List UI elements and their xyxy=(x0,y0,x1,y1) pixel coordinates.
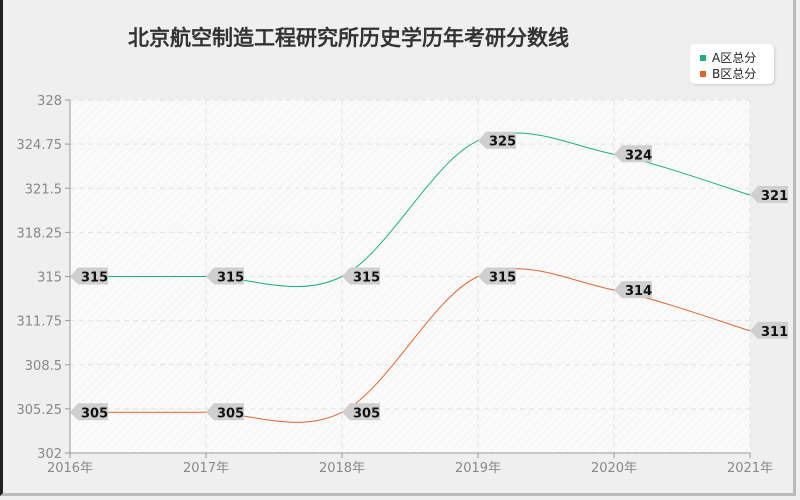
data-label-bg xyxy=(478,267,516,285)
data-label-bg xyxy=(70,267,108,285)
data-label-bg xyxy=(614,281,652,299)
y-tick-label: 302 xyxy=(37,447,62,462)
data-label: 325 xyxy=(489,135,516,150)
data-label-bg xyxy=(614,145,652,163)
data-label-bg xyxy=(70,403,108,421)
legend-item-a[interactable]: A区总分 xyxy=(700,49,756,66)
x-tick-label: 2018年 xyxy=(319,461,365,476)
legend-item-b[interactable]: B区总分 xyxy=(700,65,756,82)
data-label: 315 xyxy=(81,271,108,286)
data-label: 305 xyxy=(217,406,244,421)
data-label: 314 xyxy=(625,284,652,299)
data-label-bg xyxy=(206,267,244,285)
y-tick-label: 328 xyxy=(37,94,62,109)
legend-swatch-b xyxy=(700,70,706,77)
y-tick-label: 324.75 xyxy=(17,138,63,153)
data-label-bg xyxy=(478,131,516,149)
data-label: 315 xyxy=(217,271,244,286)
legend-label-a: A区总分 xyxy=(712,51,757,65)
y-tick-label: 311.75 xyxy=(17,315,63,330)
data-label-bg xyxy=(750,321,788,339)
data-label: 305 xyxy=(81,406,108,421)
data-label: 311 xyxy=(761,325,788,340)
x-tick-label: 2017年 xyxy=(183,461,229,476)
data-label: 321 xyxy=(761,189,788,204)
x-tick-label: 2019年 xyxy=(455,461,501,476)
legend-swatch-a xyxy=(700,54,706,61)
y-tick-label: 315 xyxy=(37,271,62,286)
y-tick-label: 305.25 xyxy=(17,403,63,418)
data-label-bg xyxy=(750,186,788,204)
data-label: 315 xyxy=(489,271,516,286)
legend: A区总分 B区总分 xyxy=(690,44,774,84)
y-tick-label: 308.5 xyxy=(25,359,62,374)
x-tick-label: 2021年 xyxy=(727,461,773,476)
data-label-bg xyxy=(342,403,380,421)
x-tick-label: 2016年 xyxy=(47,461,93,476)
data-label-bg xyxy=(206,403,244,421)
y-tick-label: 321.5 xyxy=(25,182,62,197)
chart-title: 北京航空制造工程研究所历史学历年考研分数线 xyxy=(128,26,569,50)
data-label: 315 xyxy=(353,271,380,286)
x-tick-label: 2020年 xyxy=(591,461,637,476)
data-label: 305 xyxy=(353,406,380,421)
data-label-bg xyxy=(342,267,380,285)
data-label: 324 xyxy=(625,148,652,163)
legend-label-b: B区总分 xyxy=(712,67,757,81)
y-tick-label: 318.25 xyxy=(17,226,63,241)
